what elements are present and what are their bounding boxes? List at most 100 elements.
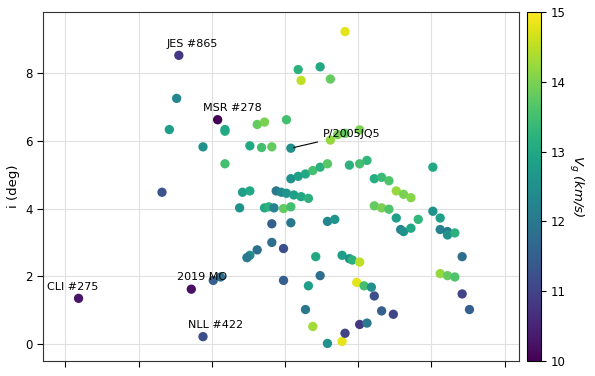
Point <box>300 171 310 177</box>
Point <box>260 119 270 125</box>
Point <box>311 254 321 260</box>
Point <box>399 191 408 197</box>
Point <box>270 205 279 211</box>
Point <box>267 240 277 246</box>
Point <box>367 284 376 290</box>
Point <box>281 117 291 123</box>
Point <box>355 259 364 265</box>
Text: 2019 MO: 2019 MO <box>177 273 227 282</box>
Point <box>289 192 299 198</box>
Point <box>286 176 296 182</box>
Point <box>355 127 364 133</box>
Point <box>359 283 369 289</box>
Point <box>436 226 445 232</box>
Point <box>369 293 379 299</box>
Point <box>315 64 325 70</box>
Point <box>238 189 248 195</box>
Point <box>315 164 325 170</box>
Point <box>352 279 362 285</box>
Point <box>392 188 401 194</box>
Point <box>235 205 245 211</box>
Point <box>384 206 394 212</box>
Point <box>296 77 306 83</box>
Point <box>436 271 445 277</box>
Point <box>384 178 394 184</box>
Point <box>277 189 286 195</box>
Point <box>406 195 416 201</box>
Point <box>293 173 303 179</box>
Point <box>325 137 335 143</box>
Point <box>286 145 296 151</box>
Point <box>245 143 255 149</box>
Point <box>303 196 313 202</box>
Point <box>362 158 372 164</box>
Point <box>436 215 445 221</box>
Point <box>308 168 318 174</box>
Point <box>252 121 262 127</box>
Point <box>399 229 408 235</box>
Point <box>369 203 379 209</box>
Point <box>300 306 310 312</box>
Point <box>260 205 270 211</box>
Text: CLI #275: CLI #275 <box>47 282 98 291</box>
Point <box>157 189 167 195</box>
Point <box>337 252 347 258</box>
Point <box>450 230 459 236</box>
Point <box>74 295 83 301</box>
Point <box>245 188 255 194</box>
Point <box>303 283 313 289</box>
Point <box>267 221 277 227</box>
Y-axis label: $V_g$ (km/s): $V_g$ (km/s) <box>567 155 585 218</box>
Point <box>220 128 230 134</box>
Point <box>392 215 401 221</box>
Point <box>286 220 296 226</box>
Point <box>428 164 438 170</box>
Point <box>340 130 350 136</box>
Point <box>325 76 335 82</box>
Point <box>389 311 398 317</box>
Point <box>355 161 364 167</box>
Point <box>330 216 340 222</box>
Point <box>172 96 181 102</box>
Point <box>281 190 291 196</box>
Point <box>347 257 357 263</box>
Point <box>286 204 296 210</box>
Point <box>174 52 184 58</box>
Point <box>279 206 289 212</box>
Point <box>340 330 350 336</box>
Point <box>293 67 303 73</box>
Point <box>242 255 252 261</box>
Point <box>198 144 208 150</box>
Point <box>257 144 267 150</box>
Point <box>267 144 277 150</box>
Point <box>465 306 474 312</box>
Text: P/2005JQ5: P/2005JQ5 <box>293 129 381 147</box>
Point <box>315 273 325 279</box>
Point <box>458 254 467 260</box>
Point <box>345 256 354 262</box>
Point <box>213 117 223 123</box>
Point <box>264 204 274 210</box>
Point <box>322 161 332 167</box>
Point <box>396 226 405 232</box>
Point <box>377 308 386 314</box>
Point <box>220 161 230 167</box>
Point <box>208 277 218 284</box>
Point <box>406 225 416 231</box>
Point <box>165 127 174 133</box>
Point <box>252 247 262 253</box>
Point <box>428 208 438 214</box>
Point <box>279 277 289 284</box>
Point <box>362 320 372 326</box>
Point <box>220 127 230 133</box>
Point <box>322 340 332 346</box>
Point <box>279 246 289 252</box>
Point <box>345 162 354 168</box>
Point <box>369 176 379 182</box>
Point <box>337 338 347 344</box>
Point <box>355 321 364 327</box>
Point <box>414 216 423 222</box>
Point <box>340 29 350 35</box>
Point <box>443 229 452 235</box>
Point <box>443 273 452 279</box>
